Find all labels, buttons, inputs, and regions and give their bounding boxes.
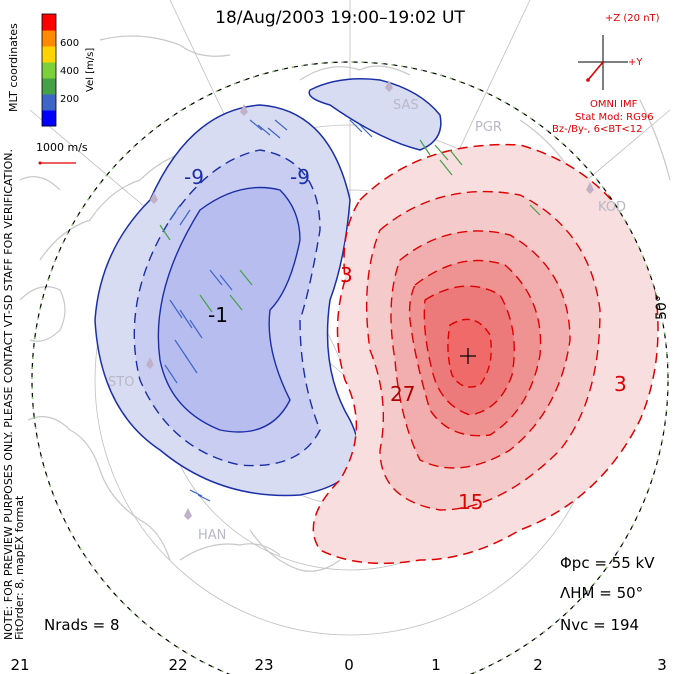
stat-model: Stat Mod: RG96	[575, 112, 654, 123]
contour-label-pos-27: 27	[390, 382, 416, 406]
map-title: 18/Aug/2003 19:00–19:02 UT	[215, 8, 465, 28]
station-pgr: PGR	[475, 120, 502, 135]
colorbar-segment	[42, 62, 56, 79]
contour-label-pos-3-a: 3	[340, 263, 353, 287]
contour-label-pos-3-b: 3	[614, 372, 627, 396]
mlt-tick-22: 22	[168, 656, 188, 674]
station-kod: KOD	[598, 200, 627, 215]
station-han: HAN	[198, 528, 227, 543]
mlt-coordinates-label: MLT coordinates	[7, 23, 20, 112]
colorbar-segment	[42, 94, 56, 111]
mlt-tick-0: 0	[344, 656, 354, 674]
colorbar-tick-600: 600	[60, 38, 80, 49]
colorbar-segment	[42, 30, 56, 47]
colorbar-segment	[42, 14, 56, 31]
negative-potential-cell	[94, 78, 442, 497]
mlt-tick-1: 1	[431, 656, 441, 674]
velocity-vectors	[159, 119, 541, 502]
colorbar-tick-400: 400	[60, 66, 80, 77]
imf-z-label: +Z (20 nT)	[605, 13, 660, 24]
scale-vector	[38, 161, 76, 165]
radar-station-markers	[146, 80, 594, 520]
station-sas: SAS	[393, 98, 419, 113]
vector-count: Nvc = 194	[560, 616, 640, 634]
colorbar-title: Vel [m/s]	[85, 47, 96, 92]
station-sto: STO	[108, 375, 135, 390]
velocity-colorbar	[41, 13, 57, 127]
colorbar-segment	[42, 78, 56, 95]
imf-y-label: +Y	[628, 57, 643, 68]
imf-condition: Bz-/By-, 6<BT<12	[552, 124, 643, 135]
scale-label: 1000 m/s	[36, 141, 88, 154]
cross-polar-potential: Φpc = 55 kV	[560, 554, 655, 572]
imf-dial	[578, 35, 628, 90]
imf-source: OMNI IMF	[590, 99, 638, 110]
mlt-tick-2: 2	[533, 656, 543, 674]
contour-label-neg-9-b: -9	[290, 165, 310, 189]
latitude-label: 50°	[654, 295, 670, 320]
colorbar-tick-200: 200	[60, 94, 80, 105]
hm-latitude: ΛHM = 50°	[560, 584, 644, 602]
contour-label-neg-9-a: -9	[184, 165, 204, 189]
colorbar-segment	[42, 110, 56, 127]
contour-label-pos-15: 15	[458, 490, 484, 514]
mlt-tick-21: 21	[10, 656, 30, 674]
contour-label-neg-1: -1	[208, 303, 228, 327]
positive-potential-cell	[312, 143, 659, 565]
radar-count: Nrads = 8	[44, 616, 120, 634]
mlt-tick-23: 23	[254, 656, 274, 674]
colorbar-frame	[41, 13, 57, 127]
mlt-tick-3: 3	[657, 656, 667, 674]
colorbar-segment	[42, 46, 56, 63]
fit-order-note: FitOrder: 8, mapEX format	[13, 495, 26, 640]
